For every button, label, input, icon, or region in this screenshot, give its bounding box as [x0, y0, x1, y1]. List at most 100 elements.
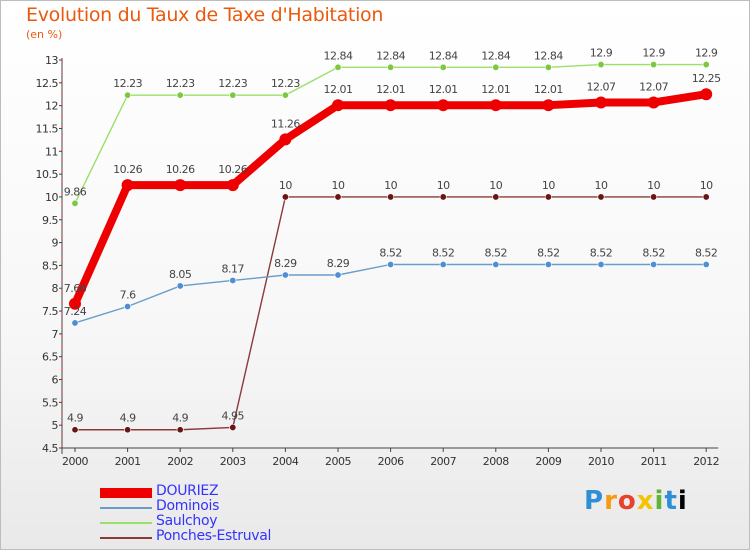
data-point-douriez	[437, 99, 450, 112]
data-label-saulchoy: 12.23	[271, 77, 300, 90]
data-label-saulchoy: 12.23	[113, 77, 142, 90]
data-point-saulchoy	[176, 91, 184, 99]
x-tick-label: 2003	[220, 455, 246, 468]
data-label-ponches-estruval: 4.95	[222, 409, 245, 422]
data-point-ponches-estruval	[597, 193, 605, 201]
data-label-saulchoy: 12.23	[218, 77, 247, 90]
legend-label-dominois: Dominois	[156, 498, 220, 514]
data-label-ponches-estruval: 4.9	[67, 412, 83, 425]
data-point-dominois	[71, 319, 79, 327]
data-point-dominois	[387, 260, 395, 268]
data-label-dominois: 8.17	[222, 262, 245, 275]
data-point-saulchoy	[439, 63, 447, 71]
data-label-saulchoy: 12.84	[376, 49, 405, 62]
data-point-douriez	[489, 99, 502, 112]
series-line-ponches-estruval	[75, 196, 707, 431]
legend-label-douriez: DOURIEZ	[156, 483, 219, 499]
y-tick-label: 7	[52, 328, 59, 341]
data-label-douriez: 12.01	[429, 83, 458, 96]
y-tick-label: 10.5	[36, 168, 59, 181]
data-label-dominois: 8.52	[432, 246, 455, 259]
data-point-douriez	[700, 88, 713, 101]
x-tick-label: 2005	[325, 455, 351, 468]
data-label-douriez: 10.26	[113, 163, 142, 176]
data-point-saulchoy	[702, 61, 710, 69]
data-point-saulchoy	[71, 199, 79, 207]
legend-label-saulchoy: Saulchoy	[156, 513, 218, 529]
x-tick-label: 2001	[115, 455, 141, 468]
data-label-douriez: 10.26	[218, 163, 247, 176]
x-tick-label: 2012	[693, 455, 719, 468]
data-label-dominois: 8.52	[379, 246, 402, 259]
data-label-ponches-estruval: 4.9	[120, 412, 136, 425]
x-tick-label: 2010	[588, 455, 614, 468]
y-tick-label: 11.5	[36, 122, 59, 135]
data-label-douriez: 12.01	[324, 83, 353, 96]
data-point-douriez	[69, 297, 81, 310]
y-tick-label: 10	[45, 191, 58, 204]
data-label-ponches-estruval: 10	[437, 179, 450, 192]
legend-swatch-dominois	[100, 507, 152, 509]
data-label-douriez: 12.25	[692, 72, 721, 85]
data-label-ponches-estruval: 10	[542, 179, 555, 192]
data-point-dominois	[124, 302, 132, 310]
data-label-saulchoy: 12.84	[481, 49, 510, 62]
legend-swatch-saulchoy	[100, 522, 152, 524]
data-label-dominois: 8.52	[485, 246, 508, 259]
y-tick-label: 12	[45, 100, 58, 113]
y-tick-label: 9.5	[42, 214, 58, 227]
data-point-douriez	[121, 179, 134, 192]
y-axis-unit: (en %)	[26, 28, 63, 41]
data-label-saulchoy: 12.23	[166, 77, 195, 90]
data-point-dominois	[334, 271, 342, 279]
y-tick-label: 13	[45, 54, 58, 67]
x-tick-label: 2008	[483, 455, 509, 468]
data-point-dominois	[544, 260, 552, 268]
data-label-douriez: 12.01	[534, 83, 563, 96]
data-label-dominois: 8.52	[590, 246, 613, 259]
data-label-ponches-estruval: 10	[332, 179, 345, 192]
y-tick-label: 5.5	[42, 396, 58, 409]
data-label-ponches-estruval: 10	[489, 179, 502, 192]
logo-letter: P	[584, 486, 605, 516]
data-label-saulchoy: 12.84	[534, 49, 563, 62]
data-point-douriez	[174, 179, 187, 192]
data-label-dominois: 8.29	[327, 257, 350, 270]
data-label-ponches-estruval: 10	[279, 179, 292, 192]
data-label-saulchoy: 9.86	[64, 185, 87, 198]
x-tick-label: 2006	[378, 455, 404, 468]
y-tick-label: 6	[52, 374, 59, 387]
data-label-dominois: 8.05	[169, 268, 192, 281]
legend-item-douriez[interactable]: DOURIEZ	[100, 483, 360, 501]
legend-item-ponches-estruval[interactable]: Ponches-Estruval	[100, 528, 360, 546]
data-point-saulchoy	[650, 61, 658, 69]
data-point-saulchoy	[281, 91, 289, 99]
data-label-ponches-estruval: 10	[595, 179, 608, 192]
x-tick-label: 2011	[641, 455, 667, 468]
data-label-dominois: 8.52	[537, 246, 560, 259]
data-label-ponches-estruval: 4.9	[172, 412, 188, 425]
data-label-saulchoy: 12.9	[590, 47, 613, 60]
data-label-ponches-estruval: 10	[384, 179, 397, 192]
data-point-douriez	[384, 99, 397, 112]
data-point-ponches-estruval	[492, 193, 500, 201]
data-label-douriez: 10.26	[166, 163, 195, 176]
chart-title: Evolution du Taux de Taxe d'Habitation	[26, 4, 384, 26]
legend-swatch-douriez	[100, 488, 152, 498]
data-point-ponches-estruval	[439, 193, 447, 201]
y-tick-label: 12.5	[36, 77, 59, 90]
data-point-dominois	[281, 271, 289, 279]
legend-item-saulchoy[interactable]: Saulchoy	[100, 513, 360, 531]
data-label-ponches-estruval: 10	[700, 179, 713, 192]
data-label-dominois: 7.6	[120, 288, 136, 301]
legend-item-dominois[interactable]: Dominois	[100, 498, 360, 516]
y-tick-label: 4.5	[42, 442, 58, 455]
data-point-dominois	[439, 260, 447, 268]
data-point-douriez	[542, 99, 555, 112]
logo-letter: t	[664, 486, 678, 516]
data-point-douriez	[647, 96, 660, 109]
logo-letter: i	[654, 486, 665, 516]
data-point-dominois	[702, 260, 710, 268]
y-tick-label: 5	[52, 419, 59, 432]
legend-label-ponches-estruval: Ponches-Estruval	[156, 528, 272, 544]
